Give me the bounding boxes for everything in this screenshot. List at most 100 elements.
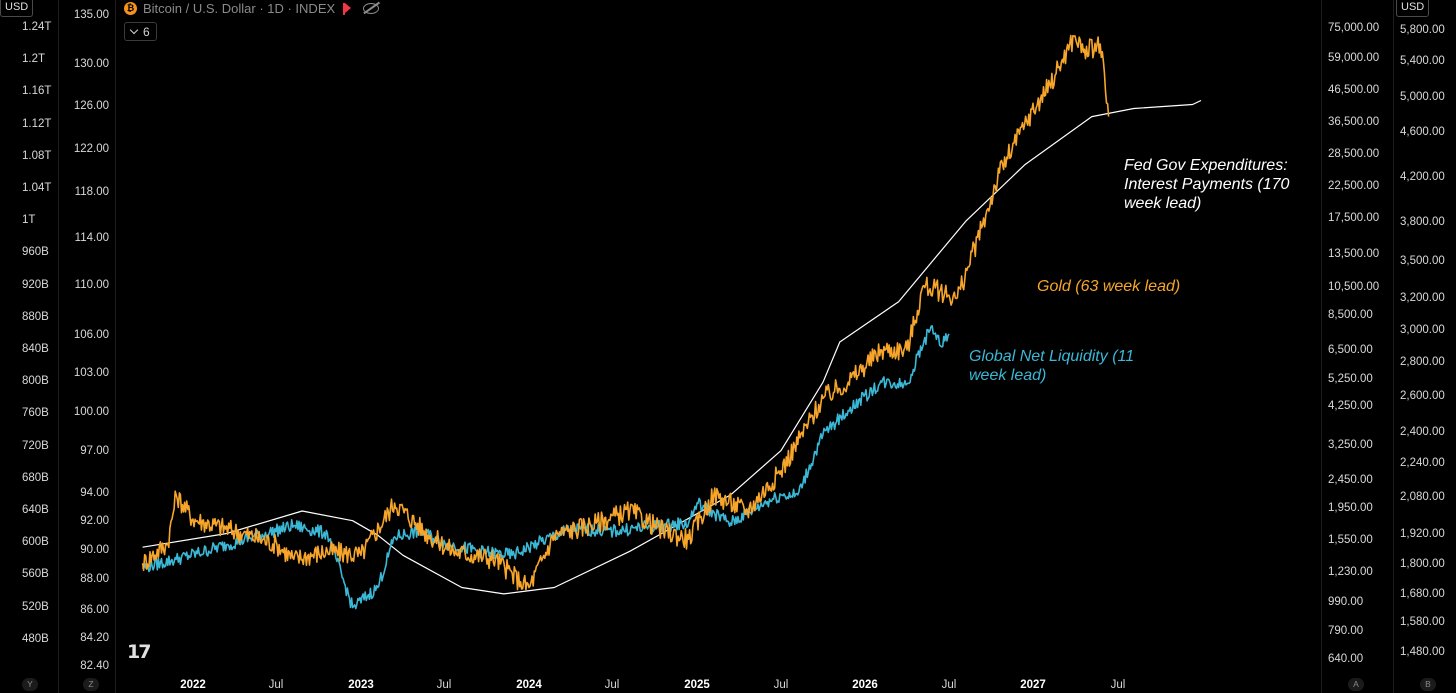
scale-button-y[interactable]: Y [22,678,38,691]
axis-tick-label: 760B [22,407,49,420]
series-line-gold[interactable] [141,34,1110,591]
axis-tick-label: 520B [22,600,49,613]
axis-tick-label: 2,080.00 [1400,491,1445,503]
x-tick-label: Jul [941,679,957,691]
axis-tick-label: 126.00 [73,100,109,112]
axis-tick-label: 4,200.00 [1400,171,1445,183]
x-tick-label: 2025 [684,679,710,691]
axis-tick-label: 1.04T [22,182,52,194]
annotation-line: Gold (63 week lead) [1037,278,1181,295]
axis-tick-label: 5,400.00 [1400,55,1445,67]
axis-tick-label: 1.16T [22,85,52,98]
axis-tick-label: 1.2T [22,53,46,66]
axis-tick-label: 4,250.00 [1328,400,1373,412]
currency-selector-right[interactable]: USD [1396,0,1430,17]
x-tick-label: 2024 [516,679,542,691]
axis-tick-label: 28,500.00 [1328,148,1380,160]
axis-tick-label: 640.00 [1328,653,1364,665]
x-tick-label: 2023 [348,679,374,691]
axis-tick-label: 2,600.00 [1400,390,1445,402]
axis-tick-label: 3,000.00 [1400,324,1445,336]
axis-tick-label: 5,250.00 [1328,373,1373,385]
axis-tick-label: 2,800.00 [1400,356,1445,368]
axis-tick-label: 560B [22,568,49,581]
axis-tick-label: 135.00 [73,9,109,21]
axis-tick-label: 1,550.00 [1328,534,1373,546]
axis-tick-label: 1.24T [22,21,52,33]
symbol-header[interactable]: ₿ Bitcoin / U.S. Dollar · 1D · INDEX [124,0,380,16]
currency-selector-left[interactable]: USD [0,0,34,17]
axis-tick-label: 1,680.00 [1400,588,1445,600]
axis-tick-label: 103.00 [73,367,109,379]
axis-y-left[interactable]: 135.00 130.00 126.00 122.00 118.00 114.00 110.… [59,0,115,693]
axis-tick-label: 36,500.00 [1328,116,1380,128]
x-tick-label: 2026 [852,679,878,691]
axis-tick-label: 3,250.00 [1328,439,1373,451]
hide-eye-icon[interactable] [363,2,380,14]
x-tick-label: Jul [436,679,452,691]
axis-tick-label: 114.00 [74,232,109,244]
bitcoin-icon: ₿ [124,1,137,15]
annotation-line: week lead) [969,367,1047,384]
axis-tick-label: 100.00 [73,406,109,418]
axis-tick-label: 640B [22,504,49,516]
axis-tick-label: 880B [22,310,49,323]
axis-tick-label: 3,500.00 [1400,255,1445,267]
axis-tick-label: 1.12T [22,117,52,130]
axis-tick-label: 106.00 [73,329,109,341]
axis-y-far-left[interactable]: 1.24T 1.2T 1.16T 1.12T 1.08T 1.04T 1T 960B 920B 8… [0,0,58,693]
axis-tick-label: 122.00 [73,143,109,155]
axis-tick-label: 2,450.00 [1328,474,1373,486]
axis-tick-label: 86.00 [80,604,109,616]
axis-y-right[interactable]: 75,000.00 59,000.00 46,500.00 36,500.00 28,5… [1322,0,1393,693]
axis-tick-label: 1,920.00 [1400,528,1445,540]
axis-tick-label: 2,400.00 [1400,426,1445,438]
axis-tick-label: 46,500.00 [1328,84,1380,96]
flag-icon[interactable] [343,3,352,15]
axis-tick-label: 110.00 [74,279,109,291]
axis-tick-label: 1,480.00 [1400,646,1445,658]
axis-y-far-right[interactable]: 5,800.00 5,400.00 5,000.00 4,600.00 4,200.00… [1394,0,1456,693]
axis-tick-label: 8,500.00 [1328,309,1373,321]
axis-tick-label: 59,000.00 [1328,52,1380,64]
axis-tick-label: 680B [22,471,49,484]
axis-tick-label: 10,500.00 [1328,281,1380,293]
series-line-global-net-liquidity[interactable] [141,325,950,610]
x-tick-label: 2027 [1020,679,1046,691]
annotation-line: Global Net Liquidity (11 [969,348,1135,365]
annotation-line: Fed Gov Expenditures: [1124,157,1288,174]
axis-tick-label: 840B [22,343,49,355]
scale-button-a[interactable]: A [1348,678,1364,691]
axis-tick-label: 22,500.00 [1328,180,1380,192]
axis-tick-label: 5,800.00 [1400,24,1445,36]
axis-tick-label: 1,950.00 [1328,502,1373,514]
axis-tick-label: 800B [22,375,49,388]
axis-tick-label: 480B [22,632,49,645]
symbol-title: Bitcoin / U.S. Dollar · 1D · INDEX [143,0,336,16]
scale-button-z[interactable]: Z [83,678,99,691]
axis-tick-label: 75,000.00 [1328,22,1380,34]
axis-tick-label: 1,800.00 [1400,558,1445,570]
axis-tick-label: 5,000.00 [1400,91,1445,103]
axis-tick-label: 2,240.00 [1400,457,1445,469]
axis-tick-label: 1,580.00 [1400,616,1445,628]
axis-tick-label: 990.00 [1328,596,1364,608]
axis-tick-label: 13,500.00 [1328,248,1380,260]
axis-tick-label: 4,600.00 [1400,126,1445,138]
axis-tick-label: 720B [22,439,49,452]
x-tick-label: 2022 [180,679,206,691]
indicators-collapse-button[interactable]: 6 [124,22,157,41]
axis-tick-label: 920B [22,278,49,291]
axis-tick-label: 3,200.00 [1400,292,1445,304]
axis-tick-label: 84.20 [80,632,109,644]
axis-tick-label: 3,800.00 [1400,216,1445,228]
annotation-line: week lead) [1124,195,1202,212]
scale-button-b[interactable]: B [1420,678,1436,691]
tradingview-logo[interactable]: 17 [127,641,151,663]
annotation-gold: Gold (63 week lead) [1037,277,1180,296]
axis-tick-label: 17,500.00 [1328,212,1380,224]
axis-tick-label: 960B [22,246,49,259]
axis-tick-label: 82.40 [80,660,109,672]
axis-tick-label: 90.00 [80,544,109,556]
